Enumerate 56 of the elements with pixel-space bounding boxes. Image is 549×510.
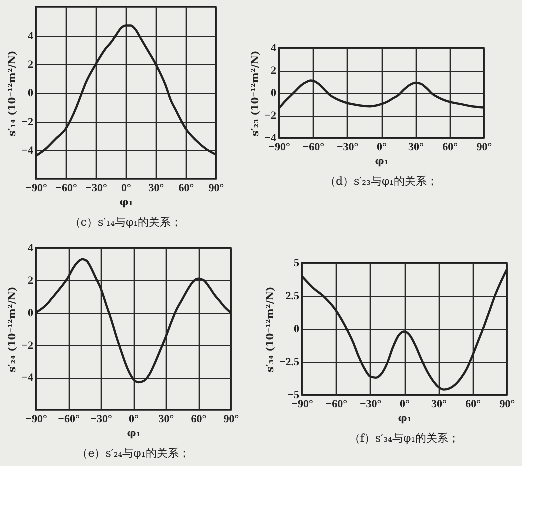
y-tick-label: 0 [271, 88, 277, 100]
x-tick-label: 30° [431, 398, 447, 411]
x-tick-label: −30° [86, 182, 108, 195]
y-tick-label: −2 [22, 116, 34, 128]
y-tick-label: 5 [294, 258, 300, 270]
x-tick-label: 60° [466, 398, 482, 411]
y-tick-label: 0 [28, 88, 34, 100]
y-tick-label: −2.5 [279, 356, 300, 369]
y-tick-label: 4 [28, 242, 34, 255]
y-axis-title: s′₂₃ (10⁻¹²m²/N) [250, 50, 262, 136]
text: （f）s′₃₄与φ₁的关系； [349, 432, 460, 446]
x-tick-label: 30° [148, 182, 164, 195]
x-tick-label: −60° [56, 182, 78, 195]
x-tick-label: −90° [26, 414, 48, 426]
y-axis-title: s′₃₄ (10⁻¹²m²/N) [265, 286, 276, 372]
y-tick-label: 2.5 [286, 290, 300, 303]
y-tick-label: 4 [271, 42, 277, 55]
x-tick-label: 0° [377, 142, 387, 154]
x-tick-label: −30° [336, 142, 359, 154]
y-tick-label: 0 [28, 307, 34, 320]
y-tick-label: −2 [22, 340, 34, 352]
x-tick-label: 90° [208, 182, 224, 195]
y-tick-label: −4 [22, 144, 34, 157]
x-tick-label: −30° [90, 414, 112, 426]
y-tick-label: 2 [271, 65, 277, 78]
x-tick-label: 0° [129, 414, 139, 426]
x-tick-label: 60° [178, 182, 194, 195]
x-tick-label: −60° [302, 142, 325, 154]
y-tick-label: 0 [294, 324, 300, 336]
x-tick-label: −30° [360, 398, 382, 411]
x-tick-label: 0° [400, 398, 410, 411]
x-tick-label: 90° [476, 142, 492, 154]
x-axis-title: φ₁ [398, 414, 412, 425]
y-tick-label: 2 [28, 275, 34, 287]
x-axis-title: φ₁ [127, 428, 141, 440]
text: （e）s′₂₄与φ₁的关系； [77, 447, 190, 460]
text: （d）s′₂₃与φ₁的关系； [324, 175, 438, 188]
x-tick-label: 90° [224, 414, 240, 426]
x-axis-title: φ₁ [120, 198, 134, 209]
y-tick-label: 2 [28, 58, 34, 71]
x-tick-label: −90° [26, 182, 48, 195]
y-axis-title: s′₁₄ (10⁻¹²m²/N) [8, 50, 19, 136]
text: （c）s′₁₄与φ₁的关系； [70, 216, 182, 230]
x-tick-label: −60° [58, 414, 80, 426]
y-tick-label: −4 [22, 372, 34, 384]
x-axis-title: φ₁ [375, 156, 389, 168]
x-tick-label: 0° [122, 182, 132, 195]
x-tick-label: 60° [442, 142, 458, 154]
y-tick-label: 4 [28, 30, 34, 42]
y-tick-label: −2 [264, 110, 277, 122]
x-tick-label: −60° [326, 398, 348, 411]
x-tick-label: 30° [408, 142, 424, 154]
x-tick-label: 30° [158, 414, 174, 426]
x-tick-label: 90° [500, 398, 516, 411]
x-tick-label: 60° [191, 414, 207, 426]
y-axis-title: s′₂₄ (10⁻¹²m²/N) [8, 286, 19, 372]
